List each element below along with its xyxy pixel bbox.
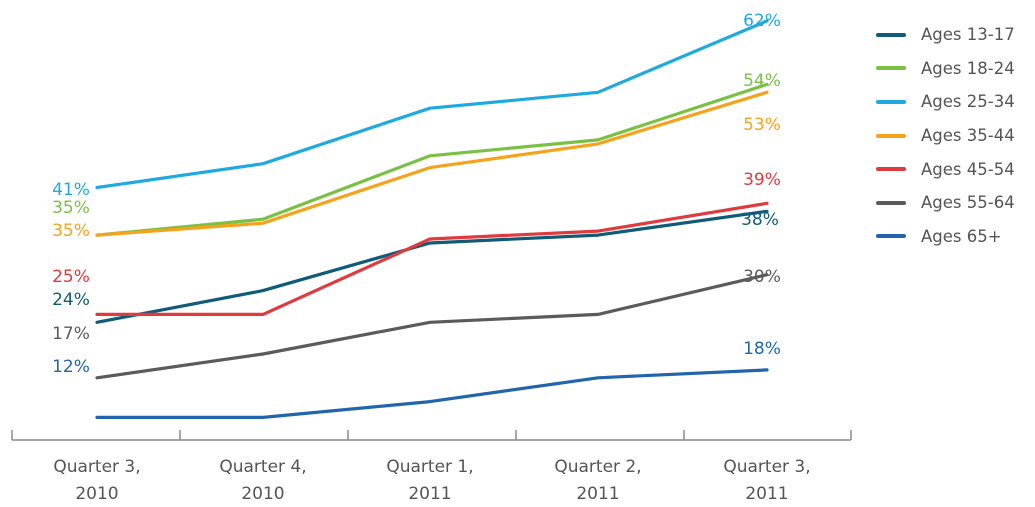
legend-label: Ages 35-44	[921, 126, 1015, 146]
x-tick-label: Quarter 2, 2011	[554, 457, 641, 504]
legend-swatch	[876, 167, 906, 172]
legend-swatch	[876, 32, 906, 37]
legend-swatch	[876, 99, 906, 104]
series-line	[95, 201, 769, 316]
start-value-label: 17%	[52, 324, 90, 344]
end-value-label: 30%	[743, 267, 781, 287]
series-line	[95, 19, 769, 190]
end-value-label: 39%	[743, 170, 781, 190]
legend-swatch	[876, 234, 906, 239]
end-value-label: 54%	[743, 71, 781, 91]
series-lines	[95, 19, 769, 419]
start-value-label: 25%	[52, 267, 90, 287]
legend-label: Ages 55-64	[921, 193, 1015, 213]
legend-label: Ages 65+	[921, 226, 1002, 246]
legend: Ages 13-17 Ages 18-24 Ages 25-34 Ages 35-44…	[876, 18, 1015, 253]
end-value-label: 62%	[743, 11, 781, 31]
legend-item: Ages 55-64	[876, 186, 1015, 220]
series-line	[95, 82, 769, 237]
legend-swatch	[876, 133, 906, 138]
start-value-label: 35%	[52, 221, 90, 241]
end-value-label: 18%	[743, 339, 781, 359]
start-value-label: 12%	[52, 357, 90, 377]
series-line	[95, 209, 769, 324]
start-value-label: 24%	[52, 290, 90, 310]
start-value-label: 41%	[52, 180, 90, 200]
legend-swatch	[876, 200, 906, 205]
x-tick-label: Quarter 1, 2011	[386, 457, 473, 504]
series-line	[95, 368, 769, 419]
legend-item: Ages 35-44	[876, 119, 1015, 153]
x-axis: Quarter 3, 2010 Quarter 4, 2010 Quarter 1, 20…	[11, 430, 852, 504]
legend-swatch	[876, 66, 906, 71]
legend-item: Ages 65+	[876, 220, 1015, 254]
legend-item: Ages 18-24	[876, 52, 1015, 86]
end-value-label: 53%	[743, 115, 781, 135]
legend-label: Ages 13-17	[921, 25, 1015, 45]
x-tick-label: Quarter 3, 2010	[53, 457, 140, 504]
data-labels: 24% 38% 35% 54% 41% 62% 35% 53% 25% 39% 17% 30% 12% 1…	[52, 11, 781, 377]
x-tick-label: Quarter 3, 2011	[723, 457, 810, 504]
series-line	[95, 273, 769, 380]
x-tick-label: Quarter 4, 2010	[219, 457, 306, 504]
start-value-label: 35%	[52, 198, 90, 218]
legend-label: Ages 45-54	[921, 159, 1015, 179]
legend-item: Ages 45-54	[876, 152, 1015, 186]
legend-label: Ages 18-24	[921, 58, 1015, 78]
legend-label: Ages 25-34	[921, 92, 1015, 112]
series-line	[95, 90, 769, 237]
legend-item: Ages 25-34	[876, 85, 1015, 119]
legend-item: Ages 13-17	[876, 18, 1015, 52]
end-value-label: 38%	[741, 210, 779, 230]
